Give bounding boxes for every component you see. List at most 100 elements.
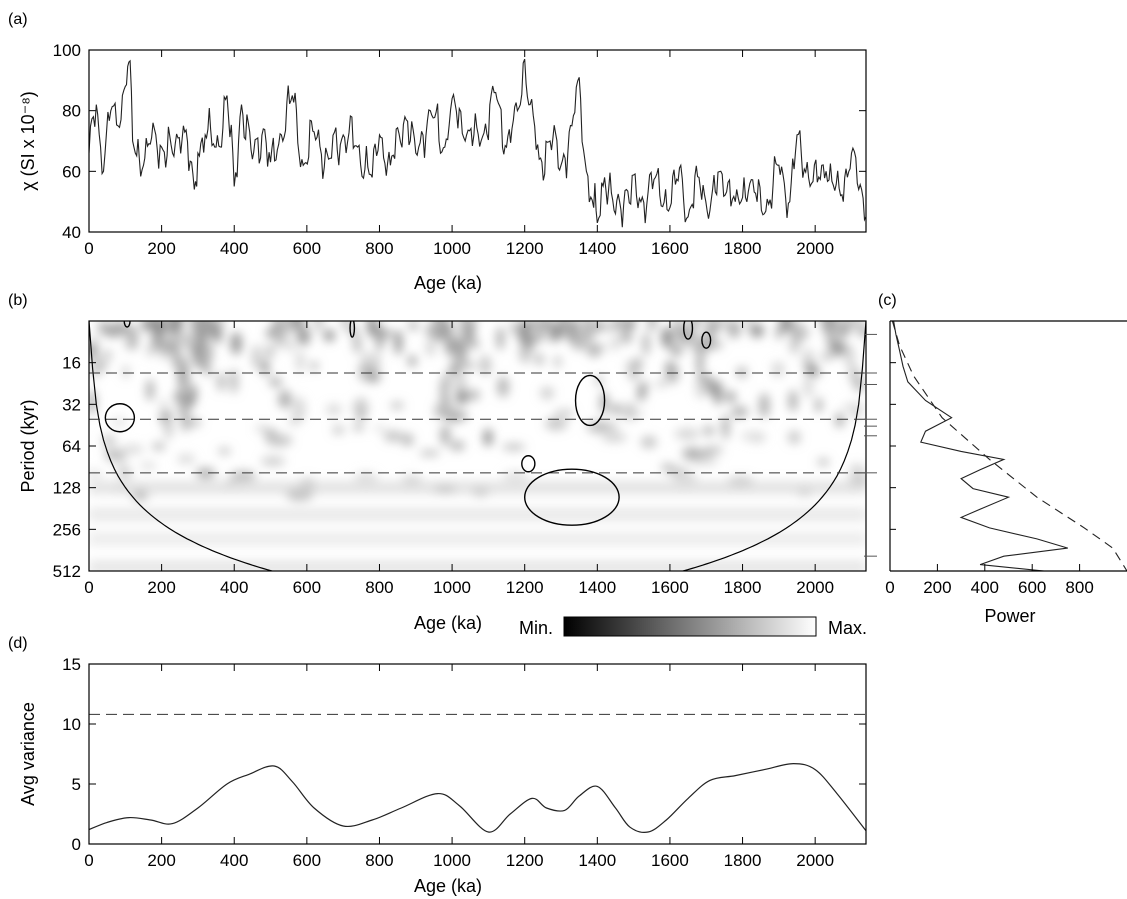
global-power-spectrum-line <box>893 321 1068 571</box>
heatmap-speckle <box>713 380 724 405</box>
panel-b-xtick-label: 1000 <box>433 578 471 597</box>
heatmap-speckle <box>216 372 226 392</box>
heatmap-speckle <box>230 368 238 394</box>
heatmap-speckle <box>207 321 219 329</box>
heatmap-blotch <box>112 417 126 427</box>
heatmap-speckle <box>697 373 708 383</box>
average-variance-line <box>88 762 867 833</box>
heatmap-speckle <box>526 321 538 328</box>
panel-a-xtick-label: 800 <box>365 239 393 258</box>
panel-b-xtick-label: 2000 <box>796 578 834 597</box>
panel-d-ylabel: Avg variance <box>18 702 38 806</box>
heatmap-speckle <box>669 371 680 382</box>
heatmap-blotch <box>751 435 765 443</box>
heatmap-speckle <box>278 390 292 409</box>
heatmap-blotch <box>848 464 866 475</box>
panel-d-xtick-label: 400 <box>220 851 248 870</box>
panel-b-xtick-label: 400 <box>220 578 248 597</box>
colorbar <box>563 616 817 637</box>
heatmap-blotch <box>180 418 202 428</box>
susceptibility-series-line <box>89 58 866 228</box>
heatmap-speckle <box>727 321 741 339</box>
heatmap-speckle <box>558 321 568 338</box>
heatmap-speckle <box>471 339 480 349</box>
heatmap-speckle <box>453 371 467 396</box>
heatmap-blotch <box>787 430 801 444</box>
heatmap-speckle <box>541 321 548 335</box>
heatmap-blotch <box>501 443 526 451</box>
heatmap-speckle <box>145 379 155 402</box>
heatmap-speckle <box>483 428 493 447</box>
heatmap-speckle <box>717 321 730 328</box>
heatmap-speckle <box>708 340 723 349</box>
heatmap-speckle <box>204 365 212 377</box>
heatmap-speckle <box>425 323 437 339</box>
panel-b-ytick-label: 256 <box>53 520 81 539</box>
heatmap-speckle <box>456 346 466 368</box>
heatmap-blotch <box>618 407 645 419</box>
heatmap-blotch <box>119 469 132 479</box>
panel-label-d: (d) <box>8 635 28 652</box>
heatmap-speckle <box>190 321 204 334</box>
heatmap-speckle <box>89 389 96 415</box>
heatmap-speckle <box>509 321 519 335</box>
heatmap-speckle <box>523 332 535 351</box>
heatmap-blotch <box>176 453 196 465</box>
panel-a-xtick-label: 200 <box>147 239 175 258</box>
heatmap-blotch <box>265 434 293 447</box>
heatmap-speckle <box>97 321 112 335</box>
heatmap-blotch <box>401 433 414 447</box>
heatmap-speckle <box>163 417 174 440</box>
heatmap-speckle <box>202 341 214 364</box>
panel-c-xtick-label: 200 <box>923 578 951 597</box>
heatmap-speckle <box>581 321 595 333</box>
panel-b-xtick-label: 1400 <box>578 578 616 597</box>
significance-contour <box>574 374 606 427</box>
heatmap-speckle <box>261 358 270 376</box>
panel-b-xtick-label: 1800 <box>724 578 762 597</box>
heatmap-speckle <box>838 321 846 327</box>
heatmap-speckle <box>264 343 276 359</box>
heatmap-speckle <box>95 361 109 371</box>
heatmap-speckle <box>553 355 562 368</box>
heatmap-speckle <box>705 375 716 396</box>
heatmap-speckle <box>853 378 866 392</box>
heatmap-speckle <box>366 321 378 338</box>
heatmap-blotch <box>595 423 619 431</box>
heatmap-speckle <box>670 344 683 357</box>
heatmap-speckle <box>292 397 306 421</box>
panel-c-plot: 0 200 400 600 800 Power <box>864 320 1127 626</box>
panel-d-xtick-label: 1400 <box>578 851 616 870</box>
panel-a-ytick-label: 60 <box>62 162 81 181</box>
panel-d-xtick-label: 2000 <box>796 851 834 870</box>
heatmap-speckle <box>186 335 198 345</box>
heatmap-blotch <box>372 424 388 432</box>
heatmap-speckle <box>279 321 294 329</box>
heatmap-speckle <box>844 344 855 368</box>
heatmap-blotch <box>217 447 231 455</box>
panel-d-xtick-label: 1200 <box>506 851 544 870</box>
heatmap-speckle <box>128 325 139 351</box>
heatmap-speckle <box>173 390 188 402</box>
heatmap-speckle <box>838 327 845 339</box>
panel-a-xtick-label: 1400 <box>578 239 616 258</box>
panel-a-xtick-label: 600 <box>293 239 321 258</box>
heatmap-band <box>89 531 866 546</box>
heatmap-speckle <box>709 321 720 335</box>
heatmap-blotch <box>640 435 658 449</box>
heatmap-speckle <box>789 336 799 355</box>
panel-d-ytick-label: 10 <box>62 715 81 734</box>
heatmap-blotch <box>434 400 452 409</box>
significance-contour <box>104 403 136 433</box>
heatmap-speckle <box>353 333 361 354</box>
heatmap-speckle <box>758 392 770 418</box>
heatmap-blotch <box>196 467 210 479</box>
heatmap-speckle <box>771 361 785 378</box>
heatmap-speckle <box>181 375 191 390</box>
heatmap-speckle <box>122 364 129 379</box>
panel-d-xtick-label: 1800 <box>724 851 762 870</box>
panel-b-ytick-label: 128 <box>53 479 81 498</box>
panel-d-xtick-label: 1600 <box>651 851 689 870</box>
heatmap-blotch <box>139 460 157 471</box>
